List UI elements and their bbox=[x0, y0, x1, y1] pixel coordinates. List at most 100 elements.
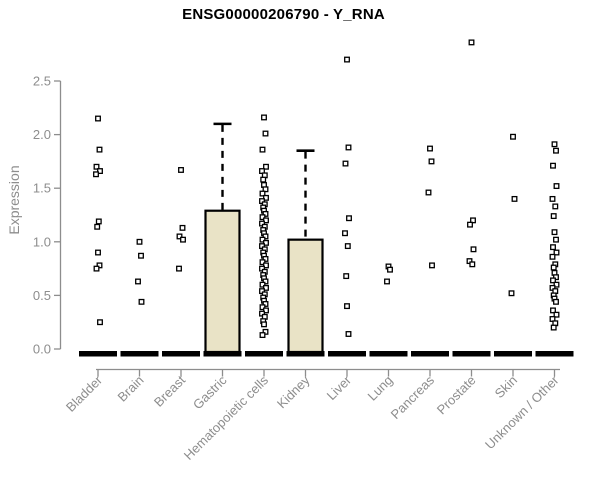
x-category-label: Unknown / Other bbox=[482, 372, 562, 452]
data-point bbox=[553, 249, 560, 256]
median-bar bbox=[494, 351, 532, 357]
x-category-label: Brain bbox=[115, 373, 147, 405]
data-point bbox=[469, 261, 476, 268]
data-point bbox=[178, 167, 184, 173]
data-point bbox=[553, 311, 560, 318]
data-point bbox=[259, 259, 266, 266]
data-point bbox=[345, 144, 352, 151]
data-point bbox=[552, 203, 559, 210]
data-point bbox=[262, 301, 269, 307]
data-point bbox=[93, 171, 99, 178]
y-tick-label: 0.5 bbox=[33, 288, 51, 303]
data-point bbox=[95, 218, 102, 225]
data-point bbox=[259, 304, 266, 311]
data-point bbox=[468, 39, 475, 46]
data-point bbox=[550, 307, 556, 314]
data-point bbox=[553, 298, 559, 305]
data-point bbox=[259, 190, 266, 197]
data-point bbox=[176, 233, 183, 240]
data-point bbox=[263, 217, 269, 224]
x-category-label: Lung bbox=[365, 373, 396, 404]
data-point bbox=[467, 221, 473, 228]
data-point bbox=[263, 307, 269, 314]
data-point bbox=[179, 224, 186, 231]
data-point bbox=[135, 278, 141, 285]
data-point bbox=[263, 239, 269, 246]
data-point bbox=[343, 273, 350, 280]
data-point bbox=[93, 163, 100, 170]
median-bar bbox=[535, 351, 574, 357]
data-point bbox=[345, 331, 352, 337]
median-bar bbox=[369, 351, 408, 357]
data-point bbox=[259, 236, 266, 243]
data-point bbox=[263, 262, 269, 269]
box-iqr bbox=[204, 209, 241, 354]
y-tick-label: 2.0 bbox=[33, 127, 51, 142]
data-point bbox=[262, 130, 269, 137]
x-category-label: Breast bbox=[151, 372, 188, 409]
data-point bbox=[342, 230, 348, 237]
data-point bbox=[344, 243, 351, 250]
x-category-label: Gastric bbox=[190, 372, 230, 412]
data-point bbox=[95, 115, 101, 122]
data-point bbox=[138, 252, 144, 259]
box-iqr bbox=[287, 238, 324, 354]
data-point bbox=[470, 246, 477, 253]
data-point bbox=[428, 158, 435, 165]
y-tick-label: 0.0 bbox=[33, 342, 51, 357]
data-point bbox=[262, 278, 269, 285]
data-point bbox=[511, 195, 518, 202]
data-point bbox=[263, 163, 269, 170]
data-point bbox=[470, 217, 476, 224]
data-point bbox=[344, 303, 350, 310]
data-point bbox=[550, 162, 556, 169]
data-point bbox=[342, 160, 349, 167]
y-tick-label: 1.0 bbox=[33, 234, 51, 249]
y-tick-label: 1.5 bbox=[33, 181, 51, 196]
data-point bbox=[263, 284, 269, 291]
data-point bbox=[259, 281, 266, 288]
data-point bbox=[262, 256, 269, 262]
median-bar bbox=[452, 351, 491, 357]
data-point bbox=[96, 262, 103, 269]
median-bar bbox=[79, 351, 117, 357]
data-point bbox=[550, 277, 556, 284]
data-point bbox=[94, 223, 101, 230]
data-point bbox=[550, 244, 556, 251]
x-category-label: Bladder bbox=[63, 372, 106, 415]
median-bar bbox=[162, 351, 200, 357]
data-point bbox=[259, 332, 266, 339]
data-point bbox=[551, 229, 558, 236]
y-tick-label: 2.5 bbox=[33, 74, 51, 89]
data-point bbox=[384, 278, 390, 285]
x-category-label: Liver bbox=[324, 372, 355, 403]
data-point bbox=[261, 321, 267, 328]
data-point bbox=[262, 328, 269, 335]
data-point bbox=[429, 262, 435, 269]
data-point bbox=[136, 238, 143, 245]
y-axis-title: Expression bbox=[6, 165, 22, 235]
x-category-label: Pancreas bbox=[388, 372, 438, 422]
data-point bbox=[262, 210, 269, 217]
data-point bbox=[176, 265, 182, 272]
data-point bbox=[263, 194, 269, 201]
data-point bbox=[425, 189, 432, 196]
median-bar bbox=[286, 351, 325, 357]
data-point bbox=[427, 145, 433, 152]
data-point bbox=[553, 183, 560, 190]
data-point bbox=[550, 264, 557, 271]
data-point bbox=[510, 133, 516, 140]
data-point bbox=[553, 236, 559, 243]
median-bar bbox=[203, 351, 242, 357]
data-point bbox=[387, 266, 393, 273]
x-category-label: Prostate bbox=[434, 373, 479, 418]
data-point bbox=[553, 147, 559, 154]
x-category-label: Skin bbox=[492, 373, 520, 401]
data-point bbox=[93, 265, 100, 272]
data-point bbox=[95, 249, 101, 256]
median-bar bbox=[120, 351, 159, 357]
data-point bbox=[550, 213, 557, 220]
data-point bbox=[97, 319, 103, 326]
